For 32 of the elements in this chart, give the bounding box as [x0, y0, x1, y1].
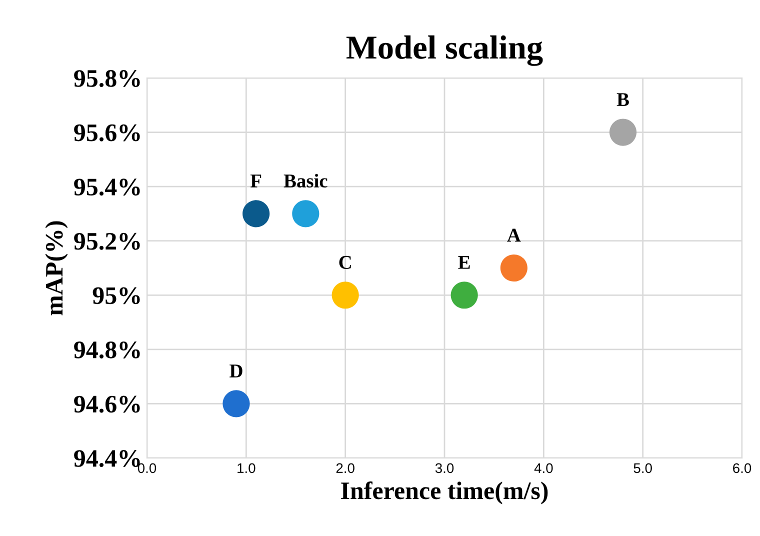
y-tick-label: 95% — [92, 287, 140, 304]
x-tick-label: 3.0 — [435, 463, 454, 474]
series-label: E — [458, 256, 470, 269]
y-axis-title: mAP(%) — [45, 221, 68, 316]
series-label: D — [230, 364, 242, 378]
point — [500, 254, 528, 282]
x-tick-label: 6.0 — [733, 463, 752, 474]
x-tick-label: 1.0 — [238, 463, 256, 474]
chart-title: Model scaling — [346, 35, 543, 66]
series-label: C — [339, 256, 351, 269]
x-tick-label: 4.0 — [534, 463, 553, 474]
series-label: A — [507, 228, 521, 242]
series-label: B — [616, 93, 629, 106]
y-tick-label: 95.4% — [74, 178, 140, 196]
point — [242, 200, 270, 228]
series-label: F — [250, 174, 262, 188]
x-axis-title: Inference time(m/s) — [341, 481, 548, 504]
point — [332, 282, 359, 309]
series-label: Basic — [284, 174, 328, 188]
point — [222, 390, 250, 418]
x-tick-label: 2.0 — [336, 463, 354, 474]
y-tick-label: 94.6% — [74, 396, 140, 413]
point — [450, 282, 478, 309]
y-tick-label: 95.6% — [74, 124, 140, 142]
y-tick-label: 94.8% — [74, 341, 140, 358]
point — [609, 118, 637, 146]
x-tick-label: 5.0 — [634, 463, 652, 474]
point — [292, 200, 320, 228]
x-tick-label: 0.0 — [138, 463, 156, 474]
y-tick-label: 95.2% — [74, 232, 140, 250]
y-tick-label: 94.4% — [74, 450, 140, 468]
y-tick-label: 95.8% — [74, 70, 140, 88]
